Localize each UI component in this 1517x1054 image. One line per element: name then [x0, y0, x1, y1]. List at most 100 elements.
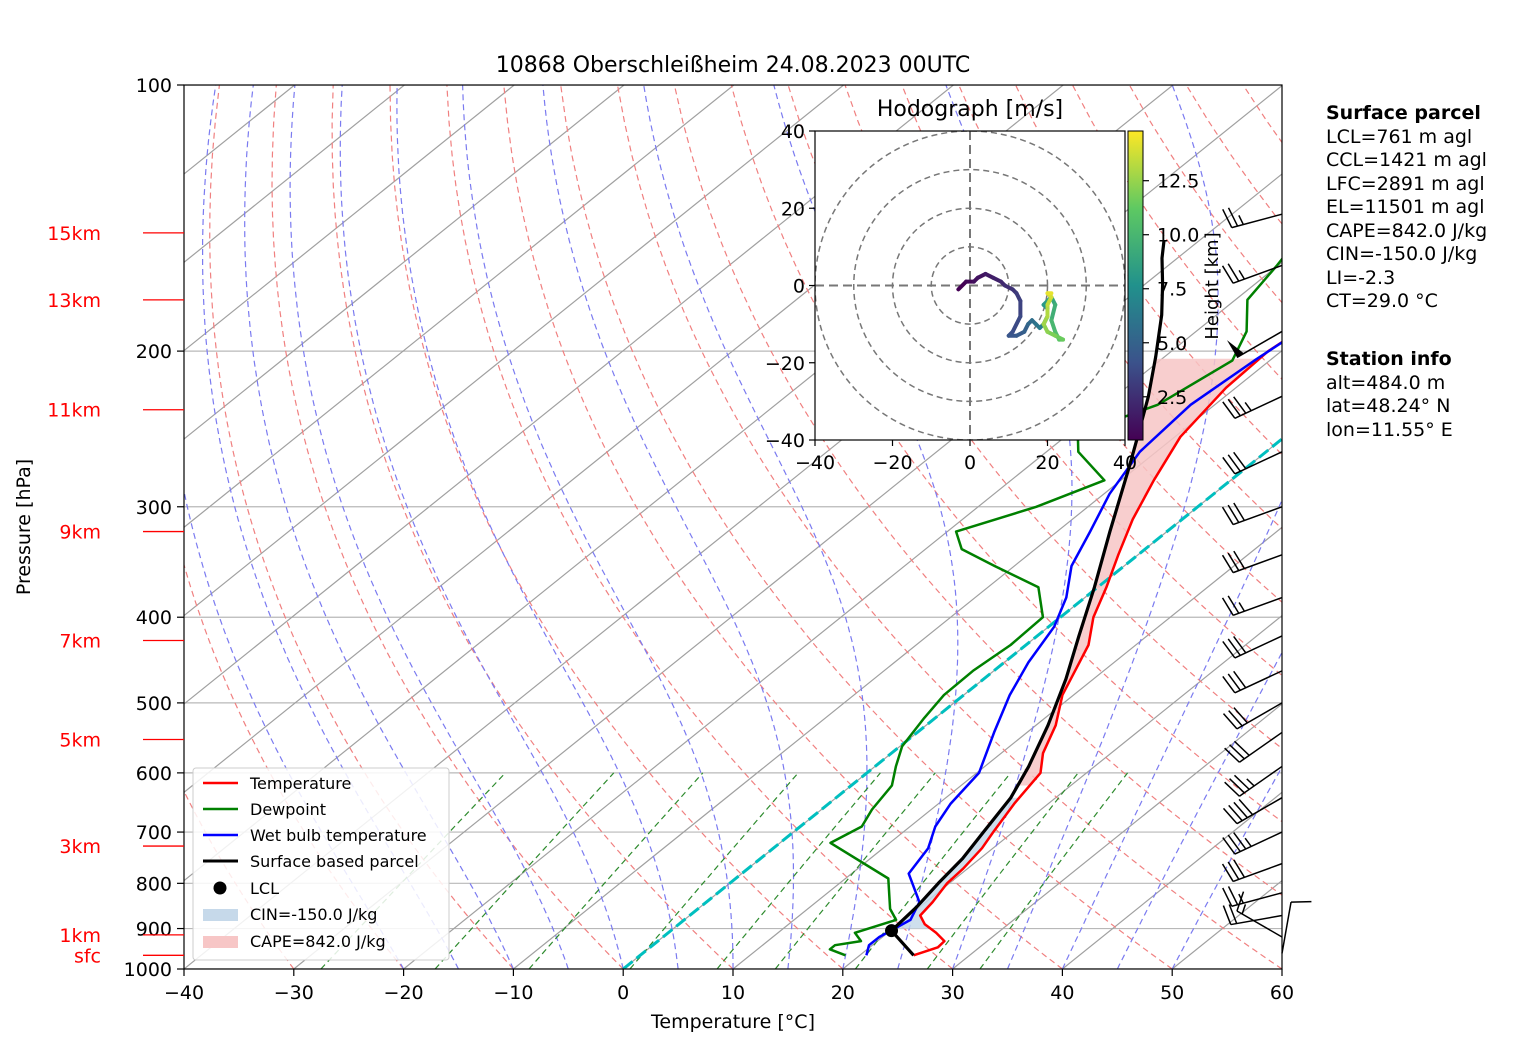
- height-marker-label: 7km: [59, 630, 101, 652]
- wind-barb-staff: [1234, 670, 1283, 694]
- wind-barb-staff: [1234, 451, 1283, 475]
- dry-adiabat--10: [209, 85, 514, 969]
- surface-parcel-heading: Surface parcel: [1326, 102, 1481, 124]
- wind-barb-flag: [1228, 804, 1243, 822]
- height-marker-label: 13km: [47, 290, 101, 312]
- wind-barb-flag: [1227, 552, 1240, 571]
- legend-label-cin: CIN=-150.0 J/kg: [250, 905, 377, 924]
- wind-barb-flag: [1222, 456, 1236, 475]
- wind-barb-flag: [1222, 807, 1238, 825]
- info-el: EL=11501 m agl: [1326, 196, 1485, 218]
- x-tick-label: 50: [1160, 982, 1184, 1004]
- height-marker-label: 5km: [59, 729, 101, 751]
- wind-barb-flag: [1221, 506, 1234, 525]
- legend-box: [192, 767, 450, 961]
- hodograph-segment: [1010, 314, 1023, 334]
- moist-adiabat-5: [396, 85, 679, 969]
- wind-barb-flag: [1233, 670, 1247, 689]
- wind-barb-flag: [1222, 641, 1236, 659]
- hodograph-y-tick-label: 20: [781, 198, 805, 220]
- wind-barb-flag: [1233, 635, 1247, 654]
- hodograph-x-tick-label: 0: [964, 452, 976, 474]
- wind-barb-4: [1221, 859, 1283, 883]
- isotherm-20: [842, 614, 1282, 969]
- isotherm-40: [1062, 791, 1282, 969]
- isotherm--20: [403, 261, 1282, 969]
- y-tick-label: 800: [136, 873, 172, 895]
- wind-barb-13: [1221, 550, 1283, 574]
- wind-barb-half-flag: [1246, 778, 1255, 787]
- wind-barb-7: [1224, 765, 1283, 797]
- wind-barb-8: [1224, 731, 1283, 763]
- hodograph-y-tick-label: −40: [765, 430, 805, 452]
- x-tick-label: 30: [941, 982, 965, 1004]
- wind-barb-flag: [1229, 778, 1245, 794]
- legend: Temperature Dewpoint Wet bulb temperatur…: [192, 767, 450, 961]
- profile-surface-based-parcel: [889, 240, 1166, 957]
- hodograph-x-tick-label: 20: [1035, 452, 1059, 474]
- wind-barb-staff: [1232, 596, 1283, 617]
- isotherm--110: [184, 85, 515, 352]
- isotherm-30: [952, 703, 1282, 969]
- legend-swatch-cin: [203, 909, 238, 921]
- wind-barb-9: [1222, 702, 1283, 730]
- wind-barb-staff: [1232, 506, 1283, 526]
- wind-barb-flag: [1222, 905, 1232, 925]
- info-lfc: LFC=2891 m agl: [1326, 172, 1485, 195]
- wind-barb-flag: [1228, 710, 1243, 727]
- wind-barb-half-flag: [1238, 215, 1245, 225]
- wind-barb-staff: [1281, 901, 1292, 954]
- legend-label-lcl: LCL: [250, 879, 279, 898]
- mixing-ratio-24: [926, 772, 1079, 969]
- wind-barb-flag: [1233, 502, 1246, 521]
- wind-barb-0: [1281, 900, 1312, 954]
- hodograph-trace: [956, 271, 1065, 342]
- wind-barb-half-flag: [1238, 602, 1246, 612]
- moist-adiabat-50: [1171, 765, 1282, 969]
- hodograph-x-tick-label: 40: [1113, 452, 1137, 474]
- profile-temperature: [913, 340, 1282, 957]
- dry-adiabat-60: [616, 85, 1282, 969]
- isotherm--100: [184, 85, 625, 440]
- y-tick-label: 700: [136, 822, 172, 844]
- y-tick-label: 400: [136, 607, 172, 629]
- wind-barb-flag: [1233, 550, 1246, 569]
- wind-barb-flag: [1238, 798, 1254, 816]
- wind-barb-flag: [1227, 504, 1240, 523]
- wind-barb-flag: [1236, 891, 1245, 912]
- wind-barb-flag: [1227, 886, 1239, 906]
- y-axis: 100 200 300 400 500 600 700 800 900 1000: [124, 75, 184, 981]
- wind-barb-staff: [1234, 395, 1283, 419]
- dry-adiabat-20: [389, 85, 844, 969]
- height-marker-label: 11km: [47, 400, 101, 422]
- x-tick-label: −10: [493, 982, 533, 1004]
- wind-barbs: [1221, 207, 1312, 954]
- profile-wet-bulb-temperature: [865, 340, 1282, 956]
- info-ccl: CCL=1421 m agl: [1326, 149, 1487, 171]
- colorbar-tick-label: 7.5: [1157, 279, 1187, 301]
- colorbar-label: Height [km]: [1202, 232, 1223, 339]
- station-info-heading: Station info: [1326, 348, 1452, 370]
- info-cape: CAPE=842.0 J/kg: [1326, 219, 1488, 242]
- isotherm--120: [184, 85, 405, 264]
- hodograph-y-tick-label: 40: [781, 121, 805, 143]
- lcl-marker: [885, 924, 899, 938]
- colorbar-tick-label: 5.0: [1157, 333, 1187, 355]
- moist-adiabat-40: [1061, 498, 1282, 969]
- legend-label-cape: CAPE=842.0 J/kg: [250, 932, 386, 951]
- wind-barb-5: [1222, 831, 1283, 855]
- dry-adiabat-130: [1015, 85, 1282, 456]
- x-tick-label: 20: [831, 982, 855, 1004]
- wind-barb-half-flag: [1238, 893, 1245, 904]
- wind-barb-flag: [1221, 863, 1234, 882]
- info-lon: lon=11.55° E: [1326, 418, 1453, 441]
- legend-label-wetbulb: Wet bulb temperature: [250, 826, 427, 845]
- hodograph-y-tick-label: −20: [765, 353, 805, 375]
- wind-barb-staff: [1230, 914, 1283, 926]
- x-tick-label: −20: [384, 982, 424, 1004]
- x-tick-label: 10: [721, 982, 745, 1004]
- legend-swatch-lcl: [213, 881, 227, 895]
- wind-barb-2: [1222, 904, 1283, 926]
- x-tick-label: −30: [274, 982, 314, 1004]
